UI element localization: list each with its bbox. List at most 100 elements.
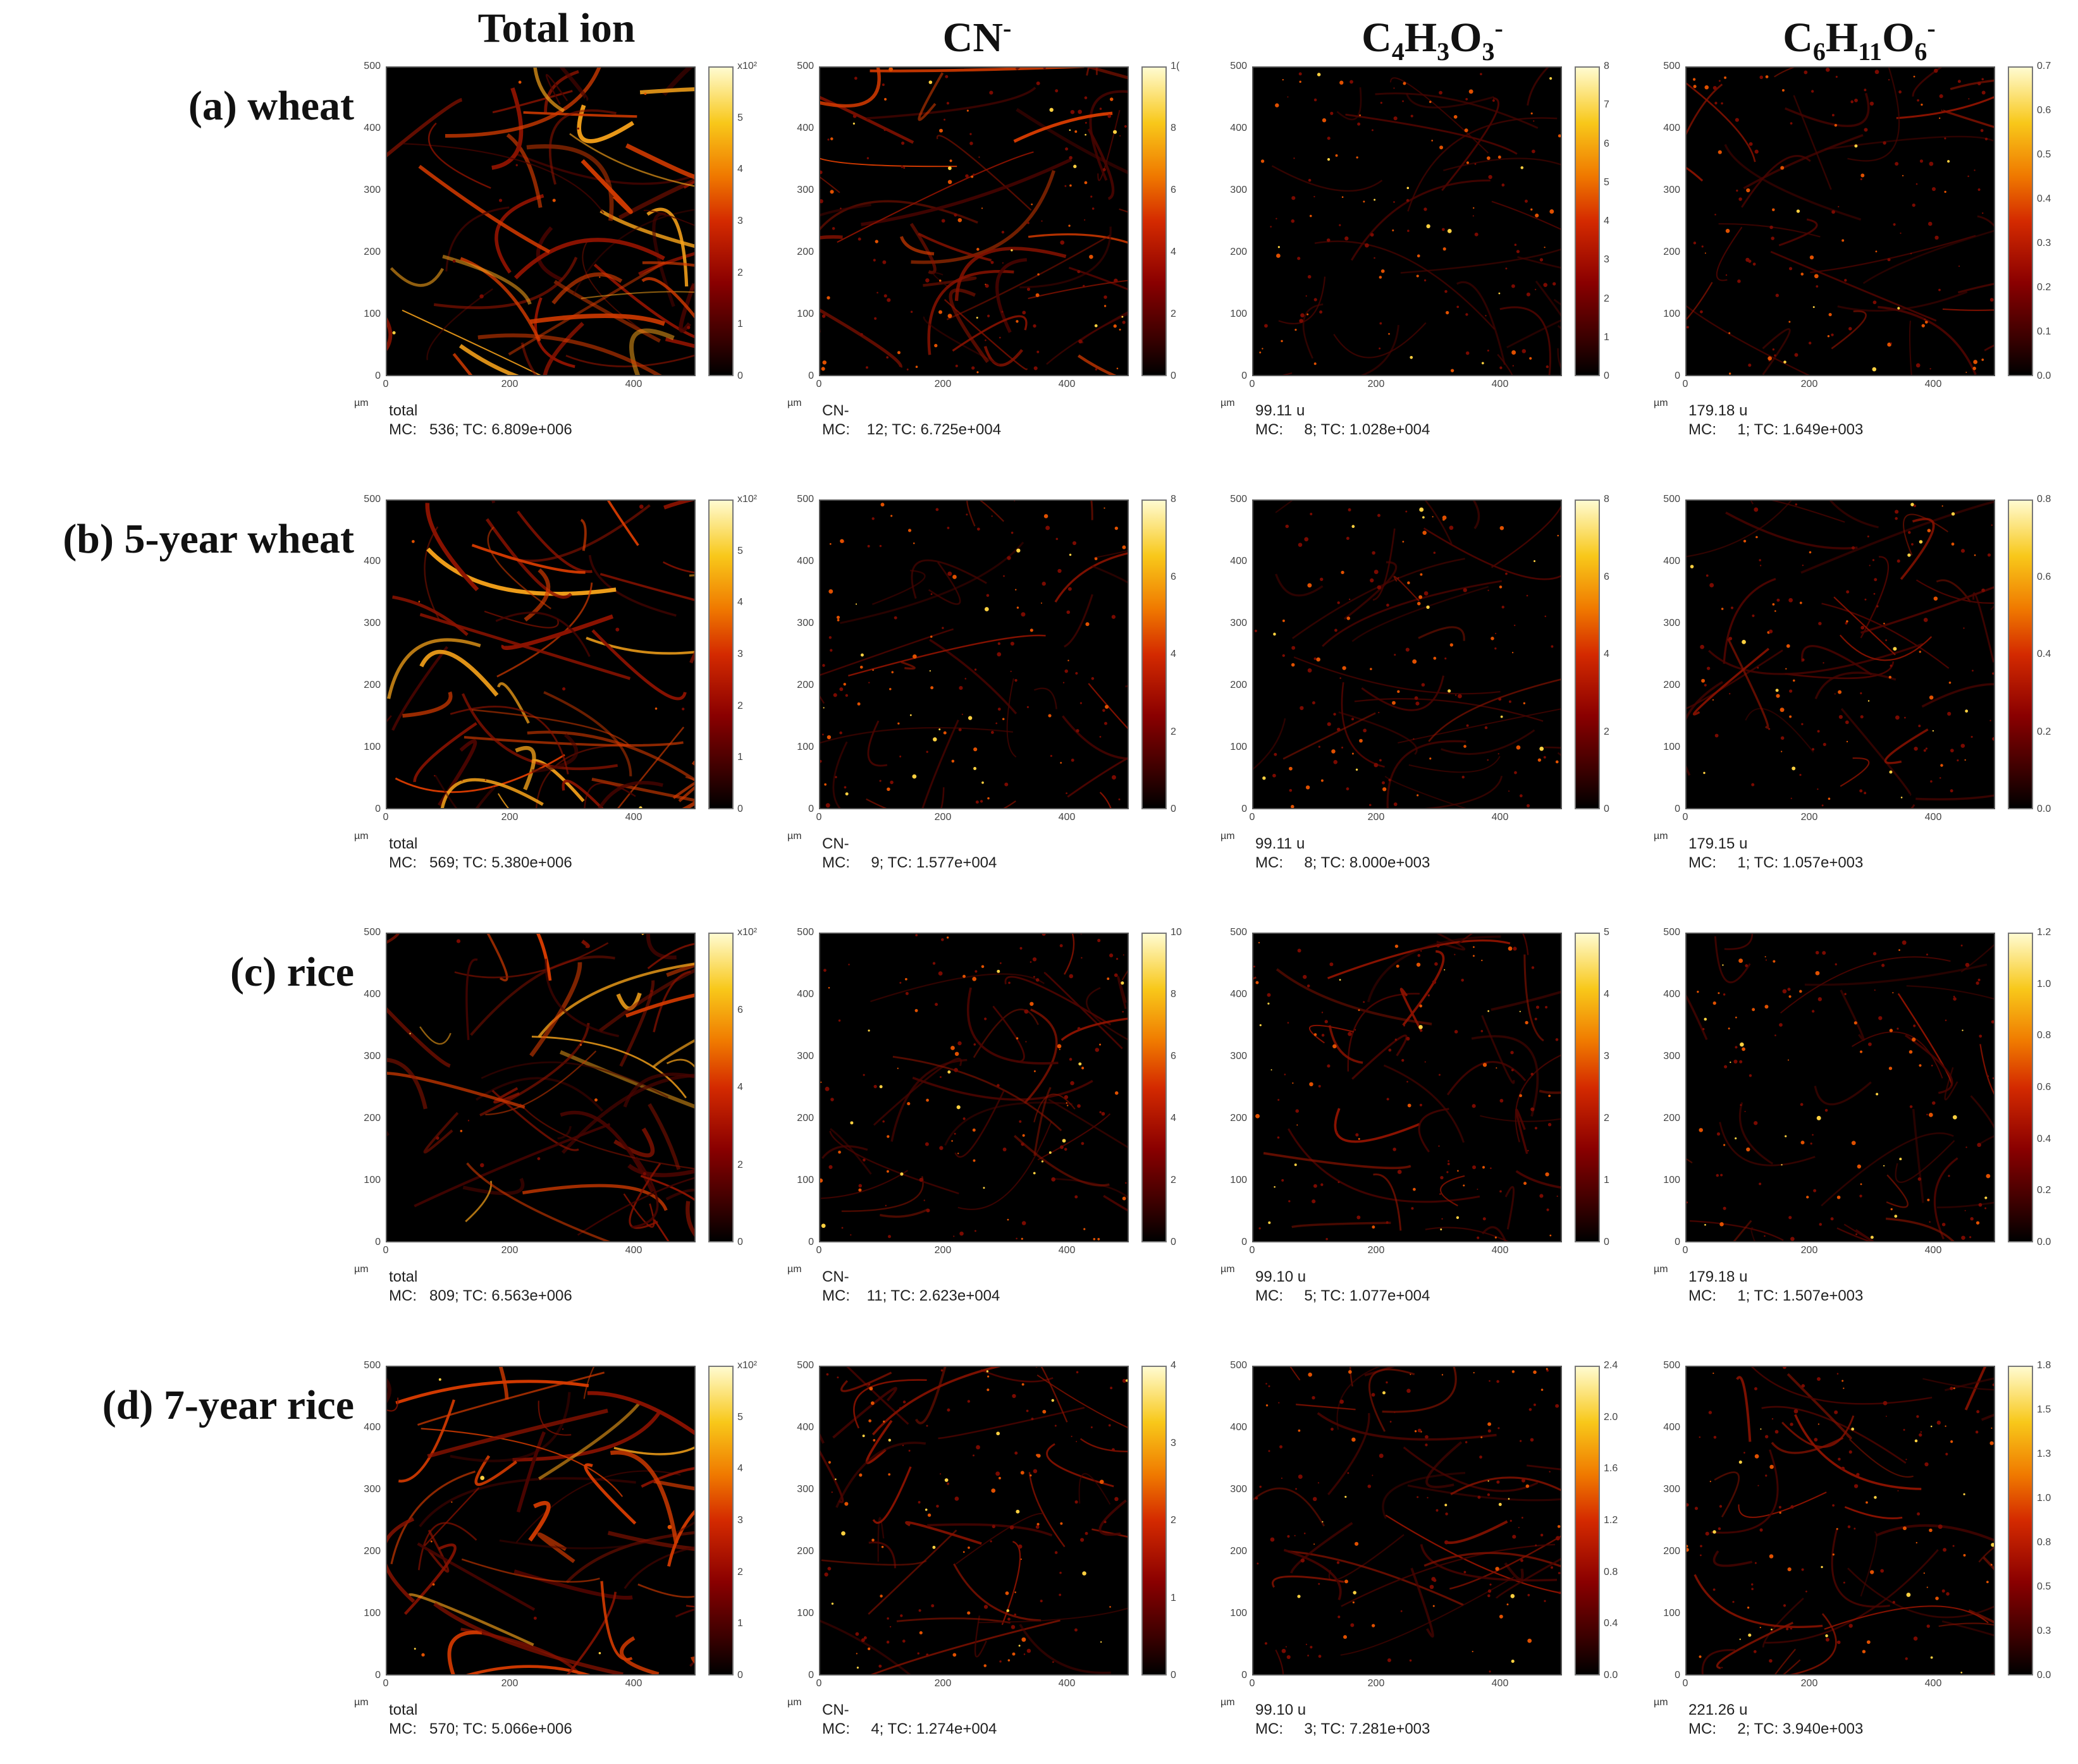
colorbar-tick-label: 1.8 bbox=[2037, 1360, 2051, 1371]
ion-speckle bbox=[639, 806, 642, 808]
ion-speckle bbox=[1472, 1651, 1473, 1653]
x-tick-label: 0 bbox=[816, 379, 822, 389]
ion-speckle bbox=[1745, 964, 1749, 967]
ion-speckle bbox=[1336, 1131, 1338, 1133]
fiber-strand bbox=[450, 706, 569, 775]
ion-speckle bbox=[1831, 210, 1835, 214]
fiber-strand bbox=[536, 744, 631, 808]
fiber-strand bbox=[1361, 675, 1444, 711]
ion-speckle bbox=[1972, 366, 1976, 371]
ion-speckle bbox=[1759, 565, 1762, 567]
ion-name: CN- bbox=[822, 1268, 849, 1285]
ion-speckle bbox=[1456, 1216, 1460, 1219]
ion-speckle bbox=[1077, 1104, 1081, 1108]
fiber-strand bbox=[1922, 1378, 1994, 1391]
fiber-strand bbox=[533, 68, 565, 113]
ion-speckle bbox=[858, 237, 861, 241]
y-tick-label: 100 bbox=[1230, 309, 1247, 319]
mc-tc-readout: MC: 1; TC: 1.649e+003 bbox=[1688, 421, 1864, 438]
ion-speckle bbox=[974, 970, 978, 973]
ion-speckle bbox=[1407, 581, 1410, 585]
fiber-strand bbox=[641, 277, 694, 319]
ion-map-image bbox=[1252, 66, 1562, 376]
fiber-strand bbox=[581, 291, 694, 299]
ion-speckle bbox=[1262, 348, 1263, 350]
ion-speckle bbox=[1253, 965, 1255, 968]
ion-speckle bbox=[859, 665, 863, 669]
fiber-strand bbox=[1831, 1528, 1890, 1608]
fiber-strand bbox=[1341, 1543, 1556, 1607]
ion-speckle bbox=[1278, 1402, 1280, 1404]
fiber-strand bbox=[821, 1145, 868, 1160]
ion-speckle bbox=[1487, 1589, 1492, 1593]
fiber-strand bbox=[1272, 1575, 1344, 1588]
ion-speckle bbox=[1511, 284, 1515, 288]
ion-speckle bbox=[1403, 82, 1406, 85]
colorbar-tick-label: 4 bbox=[1171, 1360, 1176, 1371]
ion-speckle bbox=[1397, 1170, 1402, 1174]
ion-speckle bbox=[1480, 1030, 1484, 1032]
mc-tc-readout: MC: 5; TC: 1.077e+004 bbox=[1255, 1287, 1430, 1304]
ion-speckle bbox=[1697, 990, 1699, 993]
ion-speckle bbox=[1558, 1591, 1561, 1595]
ion-speckle bbox=[1823, 742, 1826, 747]
ion-speckle bbox=[1035, 978, 1040, 982]
ion-speckle bbox=[1883, 141, 1886, 145]
ion-speckle bbox=[1844, 993, 1847, 995]
ion-speckle bbox=[821, 314, 826, 318]
ion-speckle bbox=[1812, 306, 1815, 309]
ion-speckle bbox=[1962, 1029, 1964, 1031]
ion-speckle bbox=[839, 731, 842, 735]
fiber-strand bbox=[474, 1455, 517, 1486]
ion-speckle bbox=[1317, 1482, 1320, 1484]
ion-speckle bbox=[1313, 1033, 1317, 1036]
fiber-strand bbox=[1443, 157, 1561, 171]
ion-speckle bbox=[515, 164, 518, 166]
ion-speckle bbox=[1371, 129, 1374, 132]
fiber-strand bbox=[1839, 634, 1933, 661]
ion-speckle bbox=[1977, 188, 1981, 191]
ion-speckle bbox=[1845, 720, 1849, 725]
colorbar-tick-label: 2 bbox=[737, 1159, 743, 1170]
ion-speckle bbox=[1114, 1497, 1119, 1502]
ion-speckle bbox=[1991, 524, 1993, 526]
ion-speckle bbox=[1527, 1638, 1532, 1643]
ion-speckle bbox=[1351, 1437, 1356, 1442]
y-tick-label: 400 bbox=[797, 556, 814, 567]
ion-speckle bbox=[1991, 1427, 1993, 1429]
x-tick-label: 400 bbox=[1491, 1678, 1509, 1689]
ion-speckle bbox=[1282, 619, 1285, 622]
fiber-strand bbox=[531, 733, 579, 773]
fiber-strand bbox=[1064, 934, 1075, 975]
ion-speckle bbox=[1453, 114, 1458, 119]
ion-speckle bbox=[1546, 1369, 1549, 1372]
axis-unit: µm bbox=[1654, 1264, 1668, 1275]
ion-speckle bbox=[1687, 1548, 1689, 1552]
fiber-strand bbox=[1941, 109, 1994, 128]
colorbar bbox=[708, 66, 734, 376]
ion-speckle bbox=[989, 90, 993, 95]
ion-speckle bbox=[434, 775, 436, 777]
ion-speckle bbox=[901, 165, 904, 168]
fiber-strand bbox=[820, 1433, 825, 1444]
ion-name: 179.15 u bbox=[1688, 835, 1748, 852]
ion-speckle bbox=[1950, 749, 1954, 753]
colorbar-tick-label: 0.0 bbox=[1604, 1670, 1618, 1681]
ion-speckle bbox=[1753, 1650, 1757, 1653]
fiber-strand bbox=[1844, 1506, 1903, 1519]
ion-speckle bbox=[888, 68, 894, 72]
ion-speckle bbox=[1769, 1554, 1774, 1559]
ion-speckle bbox=[1438, 1074, 1441, 1076]
ion-speckle bbox=[954, 1497, 959, 1501]
ion-speckle bbox=[1931, 187, 1936, 192]
ion-speckle bbox=[1929, 368, 1931, 370]
ion-speckle bbox=[919, 1631, 923, 1635]
fiber-strand bbox=[1001, 1541, 1021, 1626]
ion-speckle bbox=[1379, 276, 1382, 279]
ion-speckle bbox=[1992, 737, 1994, 741]
y-tick-label: 100 bbox=[364, 309, 381, 319]
ion-speckle bbox=[932, 962, 936, 965]
fiber-strand bbox=[835, 1442, 926, 1509]
fiber-strand bbox=[1099, 792, 1112, 808]
ion-speckle bbox=[917, 1652, 919, 1655]
